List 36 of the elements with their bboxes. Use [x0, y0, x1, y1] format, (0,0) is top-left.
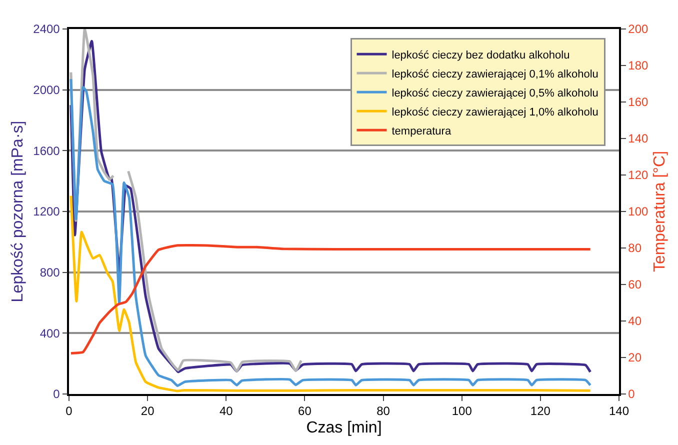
- y2-tick-label: 160: [628, 95, 648, 110]
- legend-label: temperatura: [392, 125, 452, 138]
- y2-tick-label: 180: [628, 58, 648, 73]
- x-tick-label: 120: [530, 404, 551, 418]
- y2-tick-label: 0: [628, 387, 636, 402]
- x-tick-label: 80: [376, 404, 390, 418]
- y2-tick-label: 120: [628, 168, 648, 182]
- x-tick-label: 20: [140, 404, 155, 418]
- line-series: [70, 194, 592, 392]
- y-tick-label: 2000: [33, 83, 60, 98]
- y2-tick-label: 40: [628, 314, 642, 328]
- legend-label: lepkość cieczy bez dodatku alkoholu: [392, 49, 570, 62]
- y2-tick-label: 80: [628, 241, 642, 256]
- y-tick-label: 400: [40, 326, 60, 340]
- y2-tick-label: 200: [628, 22, 648, 36]
- y2-tick-label: 140: [628, 132, 648, 146]
- y-tick-label: 1600: [33, 144, 60, 158]
- y2-axis-title: Temperatura [°C]: [652, 150, 669, 272]
- x-tick-label: 0: [66, 404, 73, 418]
- y2-tick-label: 100: [628, 204, 648, 219]
- y-tick-label: 1200: [33, 204, 60, 219]
- y-tick-label: 800: [40, 266, 60, 280]
- y-axis-title: Lepkość pozorna [mPa·s]: [10, 120, 27, 302]
- x-axis-title: Czas [min]: [306, 419, 382, 436]
- legend-label: lepkość cieczy zawierającej 1,0% alkoholu: [392, 106, 598, 118]
- y-tick-label: 0: [53, 387, 60, 402]
- x-tick-label: 40: [219, 404, 234, 418]
- x-tick-label: 100: [452, 404, 472, 418]
- y-tick-label: 2400: [33, 22, 60, 36]
- y2-tick-label: 60: [628, 278, 642, 292]
- legend-label: lepkość cieczy zawierającej 0,5% alkoholu: [392, 87, 598, 100]
- line-series: [70, 244, 592, 355]
- x-tick-label: 140: [608, 404, 630, 418]
- x-tick-label: 60: [298, 404, 312, 418]
- y2-tick-label: 20: [628, 350, 642, 365]
- legend-label: lepkość cieczy zawierającej 0,1% alkoholu: [392, 68, 598, 80]
